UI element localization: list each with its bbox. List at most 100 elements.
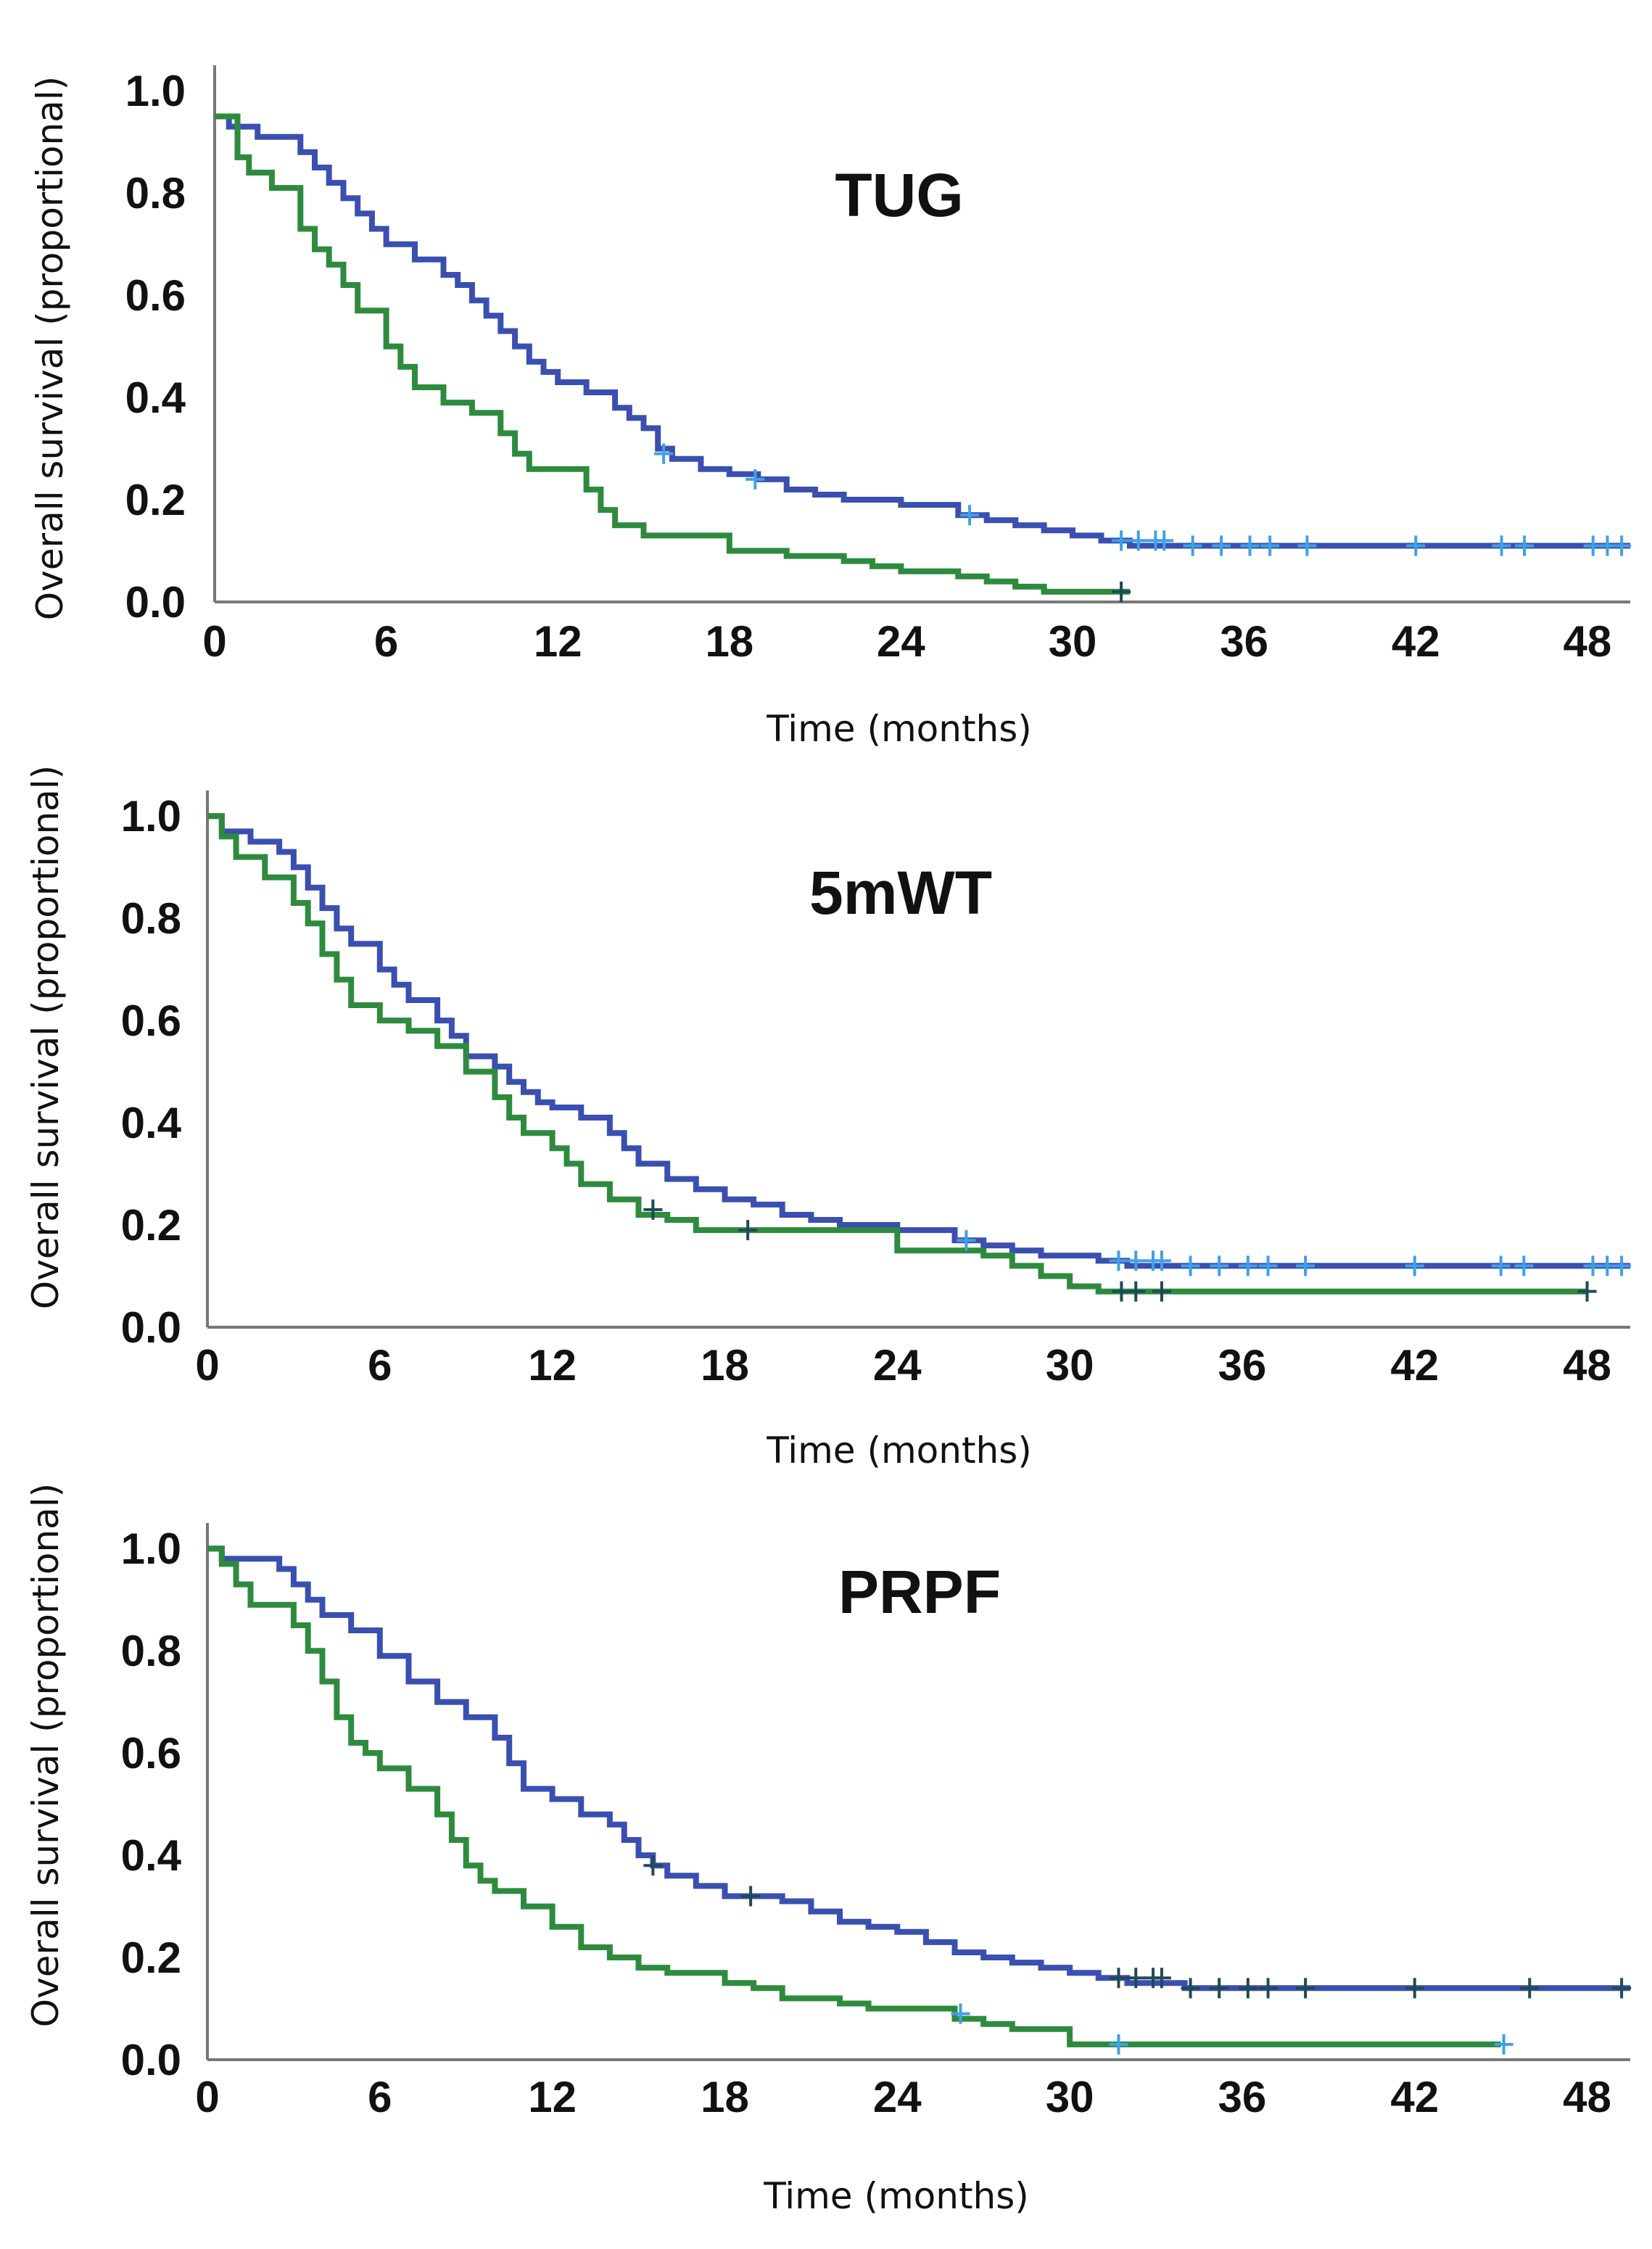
x-tick-label: 36 xyxy=(1220,617,1268,666)
x-tick-label: 6 xyxy=(368,2073,392,2121)
y-tick-label: 1.0 xyxy=(125,67,186,115)
censor-mark xyxy=(1109,1250,1128,1271)
censor-mark xyxy=(1491,1255,1511,1276)
x-axis-title: Time (months) xyxy=(766,1429,1032,1472)
y-tick-label: 0.8 xyxy=(121,1627,181,1675)
x-tick-label: 12 xyxy=(528,1341,577,1390)
y-tick-label: 0.2 xyxy=(125,476,186,524)
km-curve-group-b xyxy=(207,1546,1501,2047)
panel-5mwt: Overall survival (proportional) 5mWT Tim… xyxy=(25,765,1632,1472)
censor-mark xyxy=(746,469,765,490)
censor-mark xyxy=(1126,1968,1146,1989)
censor-mark xyxy=(1152,1281,1171,1302)
x-tick-label: 36 xyxy=(1218,1341,1267,1390)
y-tick-label: 0.8 xyxy=(125,169,186,218)
panel-title: TUG xyxy=(835,161,963,229)
x-tick-label: 30 xyxy=(1046,1341,1094,1390)
censor-mark xyxy=(1577,1281,1597,1302)
censor-mark xyxy=(1109,2034,1128,2055)
censor-mark xyxy=(1210,1255,1229,1276)
x-tick-label: 24 xyxy=(877,617,925,666)
panel-title: PRPF xyxy=(838,1558,1001,1626)
censor-mark xyxy=(1155,530,1174,551)
km-curve-group-a xyxy=(207,813,1630,1269)
y-tick-label: 0.0 xyxy=(121,1303,181,1352)
censor-mark xyxy=(1112,530,1131,551)
x-tick-label: 30 xyxy=(1049,617,1097,666)
x-tick-label: 30 xyxy=(1046,2073,1094,2121)
censor-mark xyxy=(1258,1255,1278,1276)
y-tick-label: 0.2 xyxy=(121,1201,181,1250)
censor-mark xyxy=(1112,581,1131,602)
km-curve-group-a xyxy=(207,1546,1630,1992)
x-tick-label: 42 xyxy=(1390,2073,1439,2121)
censor-mark xyxy=(1152,1968,1171,1989)
censor-mark xyxy=(1515,535,1535,556)
censor-mark xyxy=(738,1220,758,1241)
censor-mark xyxy=(1126,1250,1146,1271)
censor-mark xyxy=(1240,535,1260,556)
censor-mark xyxy=(1126,1281,1146,1302)
x-tick-label: 6 xyxy=(374,617,398,666)
censor-mark xyxy=(1128,530,1148,551)
km-curve-group-b xyxy=(207,813,1587,1295)
censor-mark xyxy=(960,505,980,526)
km-curve-group-b xyxy=(215,113,1130,595)
y-tick-label: 0.4 xyxy=(125,374,186,422)
y-tick-label: 0.6 xyxy=(121,1729,181,1778)
censor-mark xyxy=(1612,1978,1632,1999)
censor-mark xyxy=(1296,1978,1316,1999)
censor-mark xyxy=(1612,1255,1632,1276)
y-axis-title: Overall survival (proportional) xyxy=(29,76,71,620)
x-tick-label: 0 xyxy=(202,617,226,666)
censor-mark xyxy=(1238,1978,1257,1999)
censor-mark xyxy=(957,1230,976,1251)
censor-mark xyxy=(1238,1255,1257,1276)
x-axis-title: Time (months) xyxy=(766,708,1032,750)
x-tick-label: 48 xyxy=(1563,1341,1611,1390)
x-tick-label: 18 xyxy=(705,617,753,666)
y-tick-label: 0.8 xyxy=(121,894,181,943)
x-tick-label: 18 xyxy=(701,1341,749,1390)
censor-mark xyxy=(1152,1250,1171,1271)
y-axis-title: Overall survival (proportional) xyxy=(25,1483,67,2027)
censor-mark xyxy=(654,443,674,464)
x-tick-label: 48 xyxy=(1563,2073,1611,2121)
x-tick-label: 24 xyxy=(873,1341,922,1390)
x-tick-label: 0 xyxy=(195,2073,219,2121)
censor-mark xyxy=(1260,535,1280,556)
y-tick-label: 0.4 xyxy=(121,1831,182,1880)
censor-mark xyxy=(1297,535,1317,556)
y-tick-label: 0.0 xyxy=(125,578,186,627)
x-axis-title: Time (months) xyxy=(763,2175,1029,2217)
censor-mark xyxy=(1181,1255,1200,1276)
panel-prpf: Overall survival (proportional) PRPF Tim… xyxy=(25,1483,1632,2217)
censor-mark xyxy=(1405,1255,1424,1276)
censor-mark xyxy=(1181,1978,1200,1999)
censor-mark xyxy=(1514,1255,1534,1276)
x-tick-label: 12 xyxy=(534,617,582,666)
y-tick-label: 1.0 xyxy=(121,1524,181,1573)
censor-mark xyxy=(1405,1978,1424,1999)
censor-mark xyxy=(1212,535,1231,556)
x-tick-label: 12 xyxy=(528,2073,577,2121)
censor-mark xyxy=(741,1886,761,1907)
x-tick-label: 42 xyxy=(1390,1341,1439,1390)
censor-mark xyxy=(1406,535,1426,556)
y-tick-label: 0.2 xyxy=(121,1934,181,1982)
censor-mark xyxy=(1494,2034,1513,2055)
y-tick-label: 0.0 xyxy=(121,2036,181,2084)
x-tick-label: 0 xyxy=(195,1341,219,1390)
censor-mark xyxy=(1258,1978,1278,1999)
panel-tug: Overall survival (proportional) TUG Time… xyxy=(29,65,1632,750)
censor-mark xyxy=(643,1199,663,1220)
y-tick-label: 0.6 xyxy=(125,271,186,320)
x-tick-label: 48 xyxy=(1563,617,1611,666)
censor-mark xyxy=(1296,1255,1316,1276)
censor-mark xyxy=(1492,535,1511,556)
censor-mark xyxy=(1109,1968,1128,1989)
x-tick-label: 18 xyxy=(701,2073,749,2121)
censor-mark xyxy=(1612,535,1632,556)
x-tick-label: 36 xyxy=(1218,2073,1267,2121)
